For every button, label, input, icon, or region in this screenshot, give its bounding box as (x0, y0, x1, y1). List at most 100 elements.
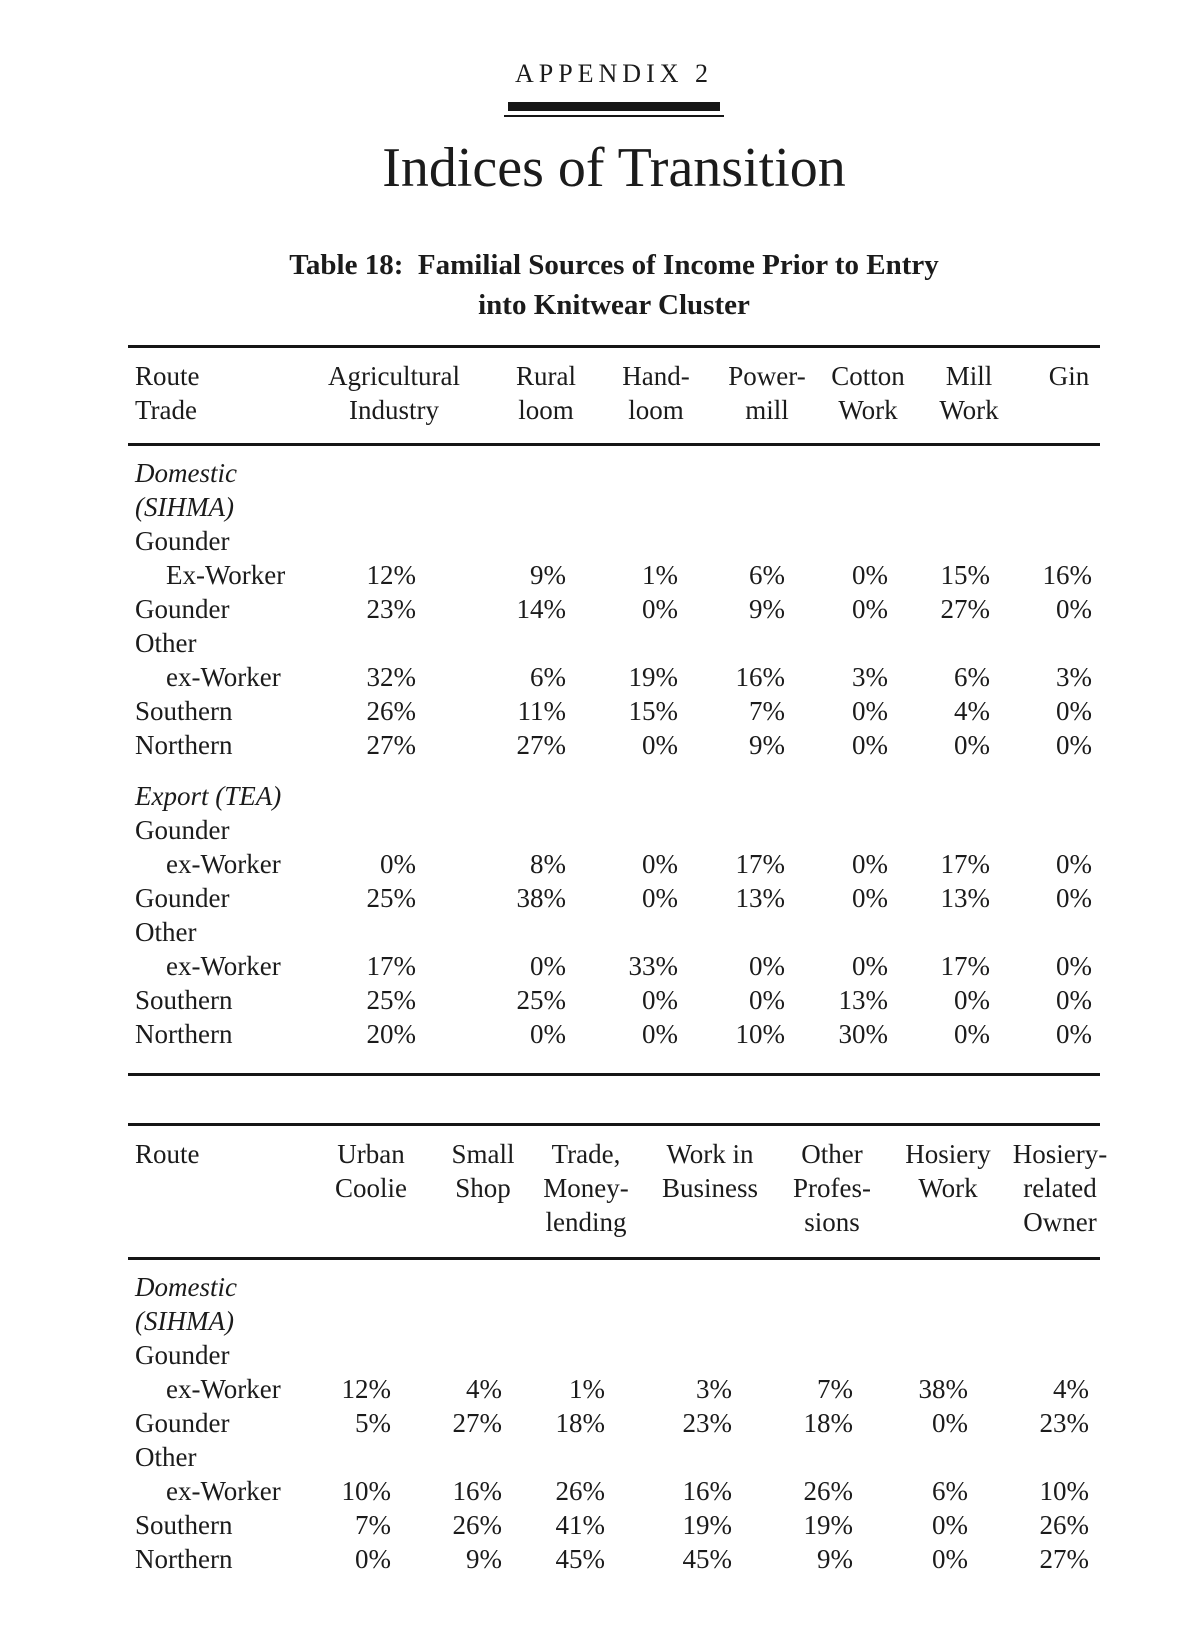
cell-value: 27% (940, 594, 991, 624)
table-row: Northern 20% 0% 0% 10% 30% 0% 0% (128, 1017, 1100, 1051)
column-header: Urban Coolie (335, 1137, 407, 1205)
cell-value: 0% (954, 985, 990, 1015)
cell-value: 33% (628, 951, 679, 981)
cell-value: 0% (642, 730, 678, 760)
row-label: Domestic (135, 458, 237, 488)
column-header-line: loom (518, 395, 574, 425)
row-label: Gounder (135, 594, 230, 624)
table-row: Northern 0% 9% 45% 45% 9% 0% 27% (128, 1542, 1100, 1576)
column-header: Power-mill (728, 359, 805, 427)
column-header: Mill Work (939, 359, 998, 427)
cell-value: 38% (918, 1374, 969, 1404)
cell-value: 19% (803, 1510, 854, 1540)
cell-value: 0% (852, 560, 888, 590)
table-row: Domestic (128, 456, 1100, 490)
page-title: Indices of Transition (382, 137, 846, 199)
row-label: (SIHMA) (135, 492, 234, 522)
cell-value: 27% (366, 730, 417, 760)
table-row: Other (128, 626, 1100, 660)
cell-value: 19% (682, 1510, 733, 1540)
cell-value: 0% (852, 849, 888, 879)
column-header: Hand-loom (622, 359, 689, 427)
table1-bottom-rule (128, 1073, 1100, 1076)
cell-value: 7% (749, 696, 785, 726)
row-label: Southern (135, 985, 233, 1015)
column-header-line: Work in (666, 1139, 754, 1169)
cell-value: 13% (735, 883, 786, 913)
cell-value: 12% (366, 560, 417, 590)
inter-table-gap (128, 1076, 1100, 1123)
column-header-line: Small (451, 1139, 515, 1169)
column-header-line: Industry (349, 395, 439, 425)
cell-value: 0% (355, 1544, 391, 1574)
cell-value: 0% (1056, 730, 1092, 760)
cell-value: 1% (569, 1374, 605, 1404)
table2-body: Domestic (SIHMA) Gounder ex-Worker 12% 4% 1% 3%… (128, 1260, 1100, 1576)
cell-value: 0% (1056, 849, 1092, 879)
cell-value: 18% (555, 1408, 606, 1438)
table-income-sources-part2: Route Urban Coolie Small Shop Trade, Money-le… (128, 1123, 1107, 1576)
row-label: Gounder (135, 1408, 230, 1438)
table-caption-line-2: into Knitwear Cluster (478, 289, 750, 321)
row-label: Southern (135, 696, 233, 726)
column-header-line: Urban (337, 1139, 405, 1169)
cell-value: 16% (452, 1476, 503, 1506)
column-header-line: Hosiery (905, 1139, 991, 1169)
cell-value: 25% (366, 985, 417, 1015)
cell-value: 16% (682, 1476, 733, 1506)
row-label: Gounder (135, 526, 230, 556)
appendix-rule-thin (504, 115, 724, 117)
cell-value: 9% (817, 1544, 853, 1574)
row-label: ex-Worker (166, 1476, 281, 1506)
cell-value: 3% (852, 662, 888, 692)
cell-value: 15% (940, 560, 991, 590)
table-row: ex-Worker 32% 6% 19% 16% 3% 6% 3% (128, 660, 1100, 694)
cell-value: 12% (341, 1374, 392, 1404)
cell-value: 9% (466, 1544, 502, 1574)
cell-value: 13% (940, 883, 991, 913)
cell-value: 0% (932, 1510, 968, 1540)
row-label: ex-Worker (166, 951, 281, 981)
column-header: Small Shop (451, 1137, 514, 1205)
table1-header-row: Route Trade Agricultural Industry Rural loo… (128, 348, 1100, 443)
table-row: ex-Worker 12% 4% 1% 3% 7% 38% 4% (128, 1372, 1100, 1406)
cell-value: 26% (452, 1510, 503, 1540)
cell-value: 16% (735, 662, 786, 692)
row-label: Northern (135, 1544, 233, 1574)
column-header-line: Business (661, 1173, 759, 1203)
table-row: Gounder 23% 14% 0% 9% 0% 27% 0% (128, 592, 1100, 626)
table-row: Gounder (128, 813, 1100, 847)
table-row: Ex-Worker 12% 9% 1% 6% 0% 15% 16% (128, 558, 1100, 592)
table-row: Export (TEA) (128, 779, 1100, 813)
table-income-sources-part1: Route Trade Agricultural Industry Rural loo… (128, 345, 1100, 1076)
cell-value: 3% (1056, 662, 1092, 692)
table-row: Other (128, 1440, 1100, 1474)
cell-value: 17% (940, 951, 991, 981)
cell-value: 0% (530, 951, 566, 981)
row-label: Gounder (135, 1340, 230, 1370)
cell-value: 6% (530, 662, 566, 692)
column-header-line: Money- (543, 1173, 629, 1203)
row-label: (SIHMA) (135, 1306, 234, 1336)
cell-value: 38% (516, 883, 567, 913)
row-label: ex-Worker (166, 1374, 281, 1404)
cell-value: 9% (530, 560, 566, 590)
table1-top-rule (128, 345, 1100, 348)
row-label: Other (135, 628, 197, 658)
column-header-line: Mill (945, 361, 993, 391)
cell-value: 15% (628, 696, 679, 726)
cell-value: 30% (838, 1019, 889, 1049)
cell-value: 20% (366, 1019, 417, 1049)
cell-value: 17% (940, 849, 991, 879)
column-header: Work in Business (662, 1137, 758, 1205)
table-row: ex-Worker 0% 8% 0% 17% 0% 17% 0% (128, 847, 1100, 881)
cell-value: 26% (366, 696, 417, 726)
cell-value: 4% (1053, 1374, 1089, 1404)
cell-value: 0% (852, 883, 888, 913)
table2-top-rule (128, 1123, 1100, 1126)
cell-value: 10% (1039, 1476, 1090, 1506)
cell-value: 0% (932, 1544, 968, 1574)
table-row: Northern 27% 27% 0% 9% 0% 0% 0% (128, 728, 1100, 762)
cell-value: 9% (749, 730, 785, 760)
